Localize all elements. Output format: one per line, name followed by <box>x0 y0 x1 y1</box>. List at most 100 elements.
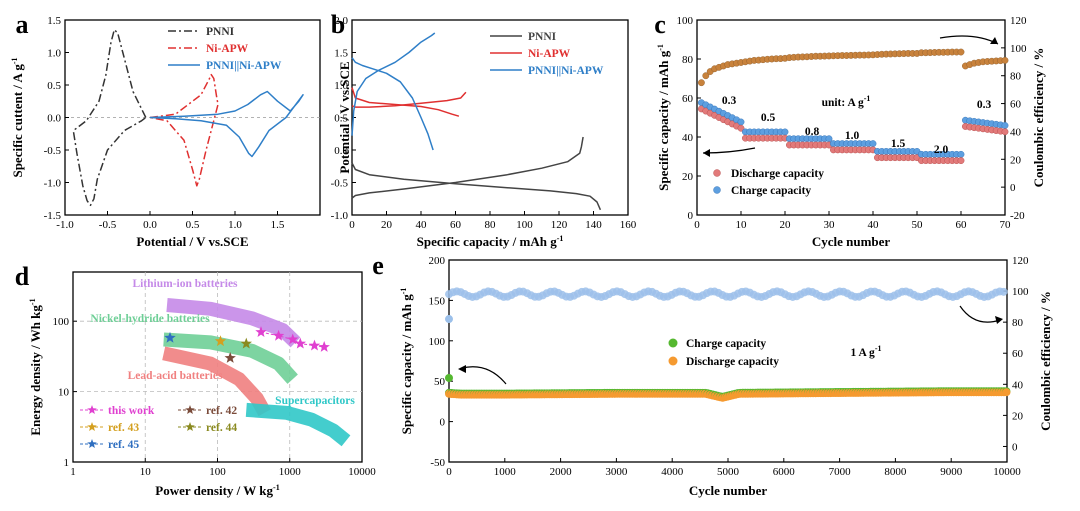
panel-c-ce-point <box>1001 56 1009 64</box>
panel-c-discharge-point <box>957 157 965 164</box>
panel-b-ytick-label: 2.0 <box>334 15 348 27</box>
panel-d-region-label: Supercapacitors <box>275 395 355 407</box>
panel-d-xtick-label: 10 <box>140 466 152 478</box>
panel-d-ylabel-superscript: -1 <box>28 298 37 305</box>
panel-e-arrow-right <box>959 305 1001 323</box>
panel-c-charge-point <box>825 135 833 143</box>
panel-a-xtick-label: -0.5 <box>99 219 117 231</box>
panel-d-legend-label: ref. 42 <box>206 405 237 417</box>
panel-c-xtick-label: 20 <box>780 219 792 231</box>
panel-b-curve-pnni <box>351 136 584 199</box>
panel-c-discharge-point <box>1001 128 1009 136</box>
panel-e-ytick-label: 200 <box>429 255 446 267</box>
panel-d-ref-star <box>224 352 236 363</box>
panel-b-xtick-label: 100 <box>516 219 533 231</box>
panel-c-charge-point <box>1001 122 1009 129</box>
panel-d-label: d <box>15 262 30 291</box>
panel-b-ytick-label: 0.0 <box>334 145 348 157</box>
panel-a-ytick-label: -0.5 <box>44 145 62 157</box>
panel-e-charge-point <box>445 373 453 382</box>
panel-d-xlabel-text: Power density / W kg <box>155 483 273 498</box>
panel-e-xtick-label: 7000 <box>829 466 852 478</box>
panel-b-legend-label: PNNI||Ni-APW <box>528 65 604 77</box>
panel-c-xtick-label: 0 <box>694 219 700 231</box>
panel-e-y2tick-label: 120 <box>1012 255 1029 267</box>
panel-d-legend-star <box>87 422 97 431</box>
panel-e-ytick-label: -50 <box>430 457 445 469</box>
panel-d-xtick-label: 10000 <box>348 466 376 478</box>
panel-e-xtick-label: 0 <box>446 466 452 478</box>
panel-c-rate-label: 0.3 <box>722 95 737 107</box>
panel-d-region-label: Lead-acid batteries <box>128 370 223 382</box>
panel-c-ylabel: Specific capacity / mAh g-1 <box>656 44 671 191</box>
panel-e-rate-label-text: 1 A g <box>851 347 876 359</box>
panel-d-legend-star <box>185 422 195 431</box>
panel-e-ytick-label: 50 <box>434 376 446 388</box>
panel-b-xlabel: Specific capacity / mAh g-1 <box>417 234 564 249</box>
panel-a-ytick-label: 1.0 <box>47 48 61 60</box>
panel-d-ref-star <box>214 335 227 347</box>
panel-b-xtick-label: 120 <box>551 219 568 231</box>
panel-c-charge-point <box>957 150 965 158</box>
panel-c-rate-label: 1.5 <box>891 138 906 150</box>
panel-e-ylabel-superscript: -1 <box>399 288 408 295</box>
panel-d-ytick-label: 10 <box>58 387 70 399</box>
panel-c-unit-label: unit: A g-1 <box>822 94 871 109</box>
panel-c-y2tick-label: 100 <box>1010 43 1027 55</box>
panel-d-region-lithiumion <box>166 298 301 348</box>
panel-c-charge-point <box>737 118 745 126</box>
panel-c-xtick-label: 10 <box>736 219 748 231</box>
panel-e-xtick-label: 3000 <box>605 466 628 478</box>
panel-b-xtick-label: 60 <box>450 219 462 231</box>
panel-d-this-work-star <box>294 337 306 349</box>
panel-c-ce-point <box>702 72 710 80</box>
panel-c-y2tick-label: 120 <box>1010 15 1027 27</box>
panel-d-xlabel: Power density / W kg-1 <box>155 483 279 498</box>
panel-a-legend-label: Ni-APW <box>206 43 249 55</box>
panel-e-ce-point <box>999 287 1008 296</box>
panel-a-ylabel-superscript: -1 <box>10 57 19 64</box>
panel-e-y2tick-label: 0 <box>1012 441 1018 453</box>
panel-a-ytick-label: 0.5 <box>47 80 61 92</box>
panel-b-legend-label: PNNI <box>528 31 557 43</box>
panel-c-legend-marker-charge <box>713 186 721 194</box>
panel-b-ytick-label: 0.5 <box>334 113 348 125</box>
panel-b-curve-pnni <box>351 162 602 211</box>
panel-c-y2label: Coulombic efficiency / % <box>1031 48 1046 188</box>
panel-a-xlabel: Potential / V vs.SCE <box>136 234 248 249</box>
panel-c-legend-label: Discharge capacity <box>731 168 824 180</box>
panel-a-ytick-label: 1.5 <box>47 15 61 27</box>
panel-d-this-work-star <box>287 333 299 345</box>
panel-c-rate-label: 2.0 <box>934 144 949 156</box>
panel-b-xtick-label: 80 <box>485 219 497 231</box>
panel-d-region-label: Lithium-ion batteries <box>132 278 238 290</box>
panel-c-xtick-label: 50 <box>912 219 924 231</box>
panel-e-ylabel-text: Specific capacity / mAh g <box>399 294 414 435</box>
panel-b-ylabel: Potential / V vs.SCE <box>337 61 352 173</box>
panel-c-y2tick-label: 40 <box>1010 126 1022 138</box>
panel-c-xtick-label: 40 <box>868 219 880 231</box>
panel-c-ce-point <box>698 79 705 87</box>
panel-c-frame <box>696 19 1006 216</box>
panel-e-rate-label-superscript: -1 <box>875 344 882 353</box>
panel-b-xtick-label: 160 <box>620 219 637 231</box>
panel-d-ref-star <box>240 337 252 349</box>
panel-e-xtick-label: 6000 <box>773 466 796 478</box>
panel-a-xtick-label: 0.5 <box>186 219 200 231</box>
panel-c-ylabel-text: Specific capacity / mAh g <box>656 50 671 191</box>
panel-a-curve-niapw <box>149 73 219 187</box>
panel-c-unit-label-text: unit: A g <box>822 97 864 109</box>
panel-a-ytick-label: 0.0 <box>47 113 61 125</box>
panel-a-xtick-label: 0.0 <box>143 219 157 231</box>
panel-a-legend-label: PNNI <box>206 26 235 38</box>
panel-e-xtick-label: 2000 <box>550 466 573 478</box>
panel-d-legend-star <box>87 439 97 448</box>
panel-d-this-work-star <box>318 341 330 352</box>
panel-c-rate-label: 0.5 <box>761 112 776 124</box>
panel-c-arrow-right <box>939 35 999 45</box>
panel-a-legend-label: PNNI||Ni-APW <box>206 60 282 72</box>
panel-c-arrow-left <box>702 147 756 154</box>
panel-a-xtick-label: 1.0 <box>228 219 242 231</box>
panel-d-this-work-star <box>255 326 267 337</box>
panel-e-legend-marker-discharge <box>668 356 678 366</box>
